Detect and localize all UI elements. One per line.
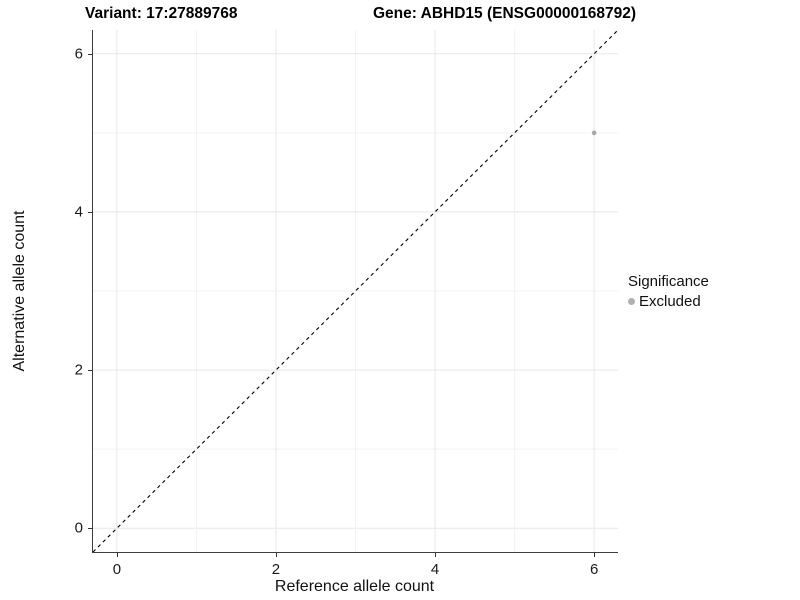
legend-item-label: Excluded bbox=[639, 293, 701, 310]
x-tick-label: 2 bbox=[271, 561, 281, 578]
legend-item-excluded: Excluded bbox=[628, 293, 709, 310]
y-tick-label: 4 bbox=[74, 203, 83, 221]
plot-panel: 0 2 4 6 0 2 4 6 bbox=[75, 29, 619, 578]
y-tick-mark bbox=[88, 53, 92, 55]
legend: Significance Excluded bbox=[628, 273, 709, 310]
y-axis-label: Alternative allele count bbox=[11, 210, 28, 372]
x-axis-label: Reference allele count bbox=[274, 578, 435, 595]
y-tick-mark bbox=[88, 528, 92, 530]
y-tick-label: 0 bbox=[74, 519, 83, 537]
plot-title-gene: Gene: ABHD15 (ENSG00000168792) bbox=[373, 5, 637, 22]
x-tick-label: 6 bbox=[589, 561, 599, 578]
x-tick-label: 0 bbox=[112, 561, 122, 578]
y-tick-mark bbox=[88, 211, 92, 213]
x-tick-mark bbox=[435, 553, 437, 557]
x-tick-label: 4 bbox=[430, 561, 440, 578]
x-tick-mark bbox=[594, 553, 596, 557]
data-point bbox=[591, 130, 597, 136]
y-tick-label: 2 bbox=[74, 361, 83, 379]
plot-title-variant: Variant: 17:27889768 bbox=[85, 5, 238, 22]
x-tick-mark bbox=[275, 553, 277, 557]
plot-svg bbox=[92, 29, 619, 553]
legend-point-icon bbox=[628, 298, 635, 305]
legend-title: Significance bbox=[628, 273, 709, 290]
y-tick-label: 6 bbox=[74, 45, 83, 63]
y-tick-mark bbox=[88, 370, 92, 372]
x-tick-mark bbox=[116, 553, 118, 557]
